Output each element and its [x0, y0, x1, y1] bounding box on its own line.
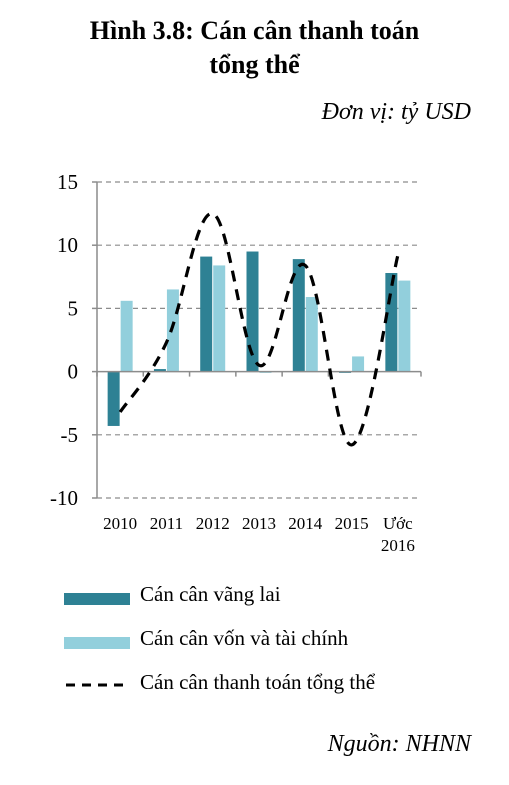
x-tick-label: 2010	[103, 514, 137, 533]
x-tick-label: 2013	[242, 514, 276, 533]
legend-item-capital-account: Cán cân vốn và tài chính	[64, 626, 484, 656]
x-tick-label: 2016	[381, 536, 415, 555]
bar-current-account	[107, 371, 120, 426]
legend-label-current-account: Cán cân vãng lai	[140, 582, 281, 606]
chart-plot: -10 -5 0 5 10 15 2010 2011 2012 2013 2014 2015 Ước 20…	[50, 170, 422, 555]
bar-current-account	[153, 369, 166, 372]
chart-title-line-1: Hình 3.8: Cán cân thanh toán	[89, 16, 420, 45]
bar-capital-account	[213, 265, 226, 372]
bar-capital-account	[398, 280, 411, 372]
y-tick-label: 15	[57, 170, 78, 194]
bar-current-account	[292, 259, 305, 372]
x-tick-label: 2012	[196, 514, 230, 533]
legend-swatch-capital-account	[64, 637, 130, 649]
chart-title: Hình 3.8: Cán cân thanh toán tổng thể	[0, 14, 509, 82]
legend-swatch-overall-balance	[66, 683, 128, 687]
bar-current-account	[385, 273, 398, 372]
y-tick-label: -10	[50, 486, 78, 510]
legend-swatch-current-account	[64, 593, 130, 605]
y-tick-label: 5	[68, 296, 79, 320]
x-tick-label: 2014	[288, 514, 323, 533]
legend-label-capital-account: Cán cân vốn và tài chính	[140, 626, 349, 650]
bar-capital-account	[352, 356, 365, 372]
unit-label: Đơn vị: tỷ USD	[321, 99, 471, 125]
y-tick-label: 0	[68, 360, 79, 384]
bar-capital-account	[120, 300, 133, 372]
bar-capital-account	[305, 297, 318, 372]
y-tick-label: -5	[61, 423, 79, 447]
bar-current-account	[246, 251, 259, 372]
y-tick-label: 10	[57, 233, 78, 257]
legend-item-current-account: Cán cân vãng lai	[64, 582, 484, 612]
source-label: Nguồn: NHNN	[327, 731, 471, 757]
chart-title-line-2: tổng thể	[209, 50, 300, 79]
legend-item-overall-balance: Cán cân thanh toán tổng thể	[64, 670, 484, 700]
bar-capital-account	[166, 289, 179, 372]
x-tick-label: 2015	[335, 514, 369, 533]
bar-current-account	[200, 256, 213, 372]
line-overall-balance	[118, 212, 400, 447]
x-tick-label: 2011	[150, 514, 183, 533]
legend-label-overall-balance: Cán cân thanh toán tổng thể	[140, 670, 376, 694]
x-tick-label: Ước	[383, 514, 413, 533]
